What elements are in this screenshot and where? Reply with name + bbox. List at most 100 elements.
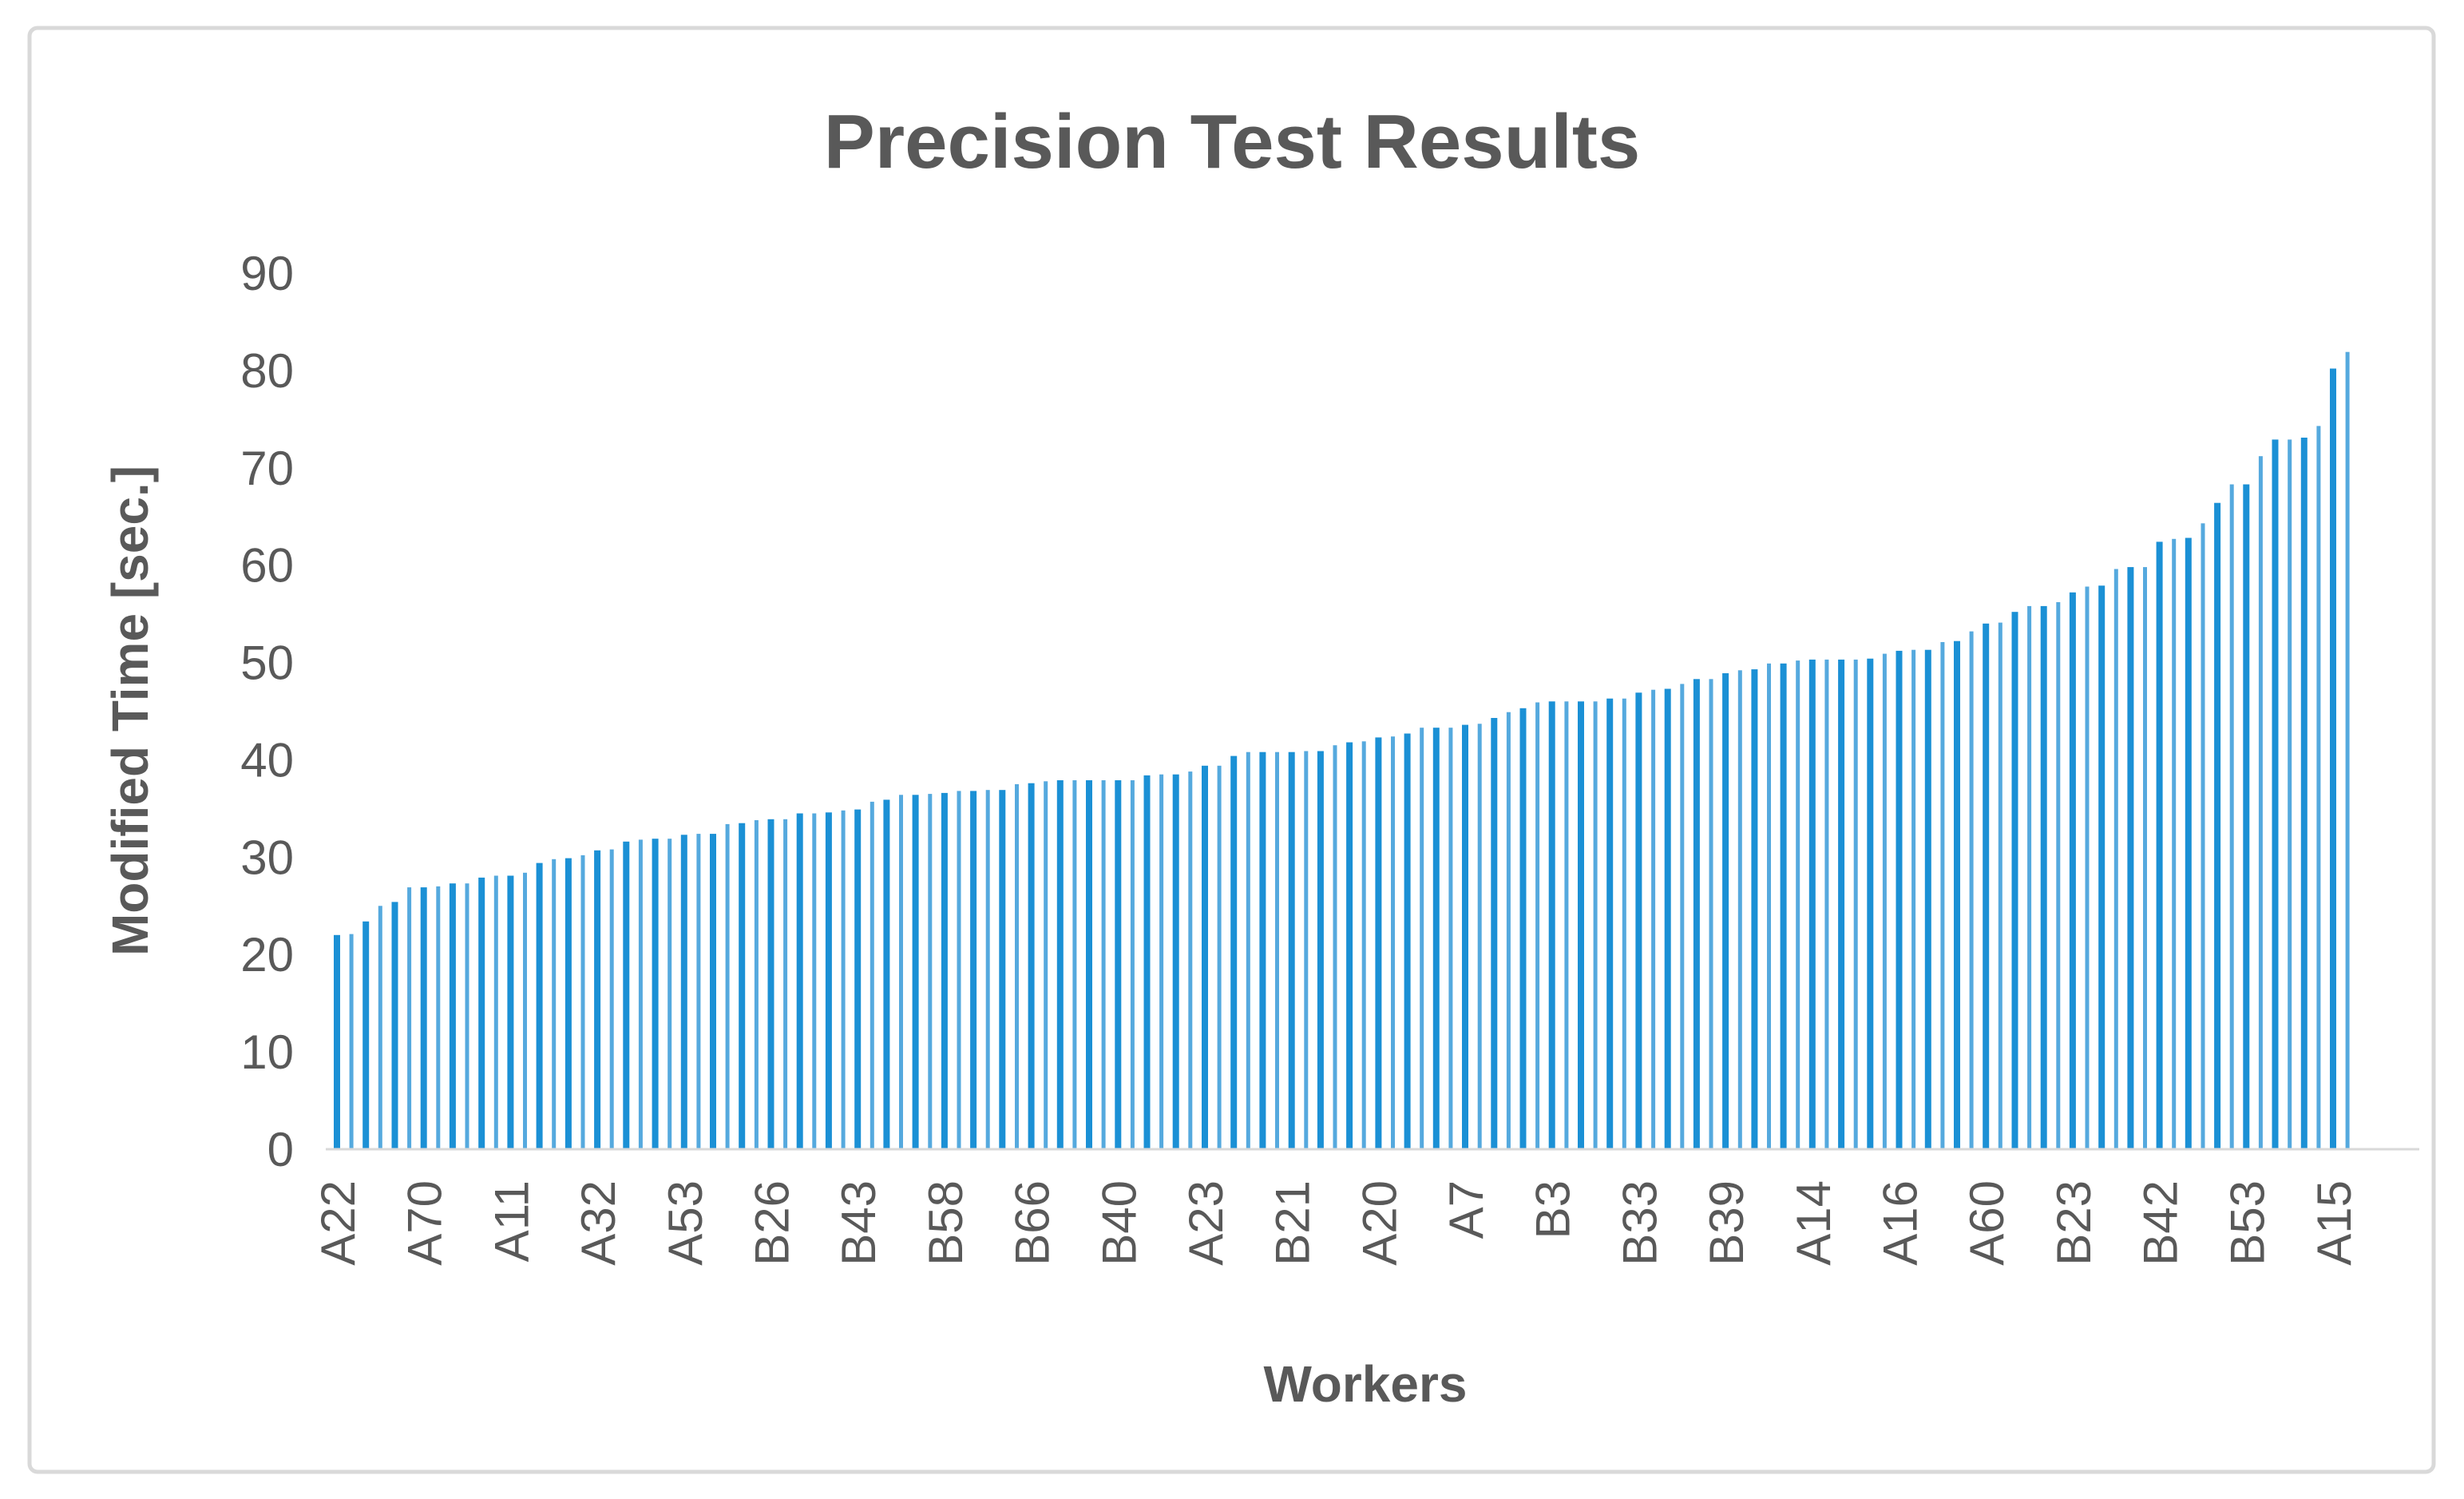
bar	[999, 790, 1006, 1149]
bar	[1924, 649, 1931, 1149]
bar	[1448, 728, 1453, 1149]
bar	[1564, 701, 1569, 1149]
bar	[1983, 623, 1990, 1149]
bar	[1882, 653, 1887, 1149]
bar	[1506, 712, 1511, 1149]
bar	[594, 850, 601, 1149]
bar	[710, 834, 716, 1149]
x-axis-tick-labels: A22 A70 A11 A32 A53 B26 B43 B58 B66 B40 A23 B21 A20 A…	[311, 1180, 2361, 1266]
bar	[652, 839, 659, 1149]
bar	[2127, 567, 2134, 1149]
bar	[1259, 751, 1266, 1149]
bar	[1680, 684, 1685, 1149]
bar	[1709, 679, 1713, 1149]
bar	[2243, 484, 2250, 1149]
bar	[1462, 724, 1468, 1149]
bar	[1548, 701, 1555, 1149]
x-tick-label: A11	[485, 1180, 538, 1262]
bar	[478, 877, 485, 1149]
bar	[1072, 780, 1077, 1149]
x-tick-label: A7	[1440, 1180, 1493, 1239]
bar	[1477, 724, 1482, 1149]
bar	[1664, 688, 1671, 1149]
x-tick-label: B21	[1266, 1180, 1320, 1266]
bar	[2172, 538, 2177, 1149]
bar	[2040, 605, 2047, 1149]
bar	[1737, 670, 1742, 1149]
chart-border	[27, 26, 2436, 1474]
x-tick-label: B66	[1006, 1180, 1060, 1266]
bar	[2316, 426, 2321, 1149]
x-tick-label: B23	[2047, 1180, 2101, 1266]
bar	[523, 872, 527, 1149]
bar	[2113, 569, 2118, 1149]
bar	[754, 820, 759, 1149]
bar	[1767, 663, 1771, 1149]
bar	[899, 795, 903, 1149]
bar	[362, 921, 370, 1149]
x-tick-label: A32	[572, 1180, 625, 1266]
bar	[2156, 541, 2163, 1149]
x-tick-label: A16	[1874, 1180, 1927, 1266]
bar	[841, 810, 846, 1149]
x-tick-label: A60	[1960, 1180, 2014, 1266]
bar	[1838, 659, 1845, 1149]
bars-group	[334, 351, 2350, 1149]
y-tick-label: 50	[240, 636, 294, 690]
bar	[725, 823, 730, 1149]
x-tick-label: A70	[398, 1180, 452, 1266]
y-tick-label: 80	[240, 344, 294, 398]
bar	[1304, 751, 1309, 1149]
bar	[2069, 592, 2076, 1149]
bar	[667, 839, 672, 1149]
bar	[1015, 783, 1019, 1149]
bar	[1044, 781, 1048, 1149]
bar	[783, 819, 788, 1149]
bar	[391, 902, 398, 1149]
bar	[1333, 745, 1337, 1149]
bar	[1722, 673, 1729, 1149]
bar	[1896, 650, 1903, 1149]
y-tick-label: 20	[240, 928, 294, 981]
bar	[334, 934, 340, 1149]
bar	[1375, 737, 1382, 1149]
bar	[1202, 765, 1208, 1149]
bar	[1940, 642, 1945, 1149]
y-tick-label: 0	[267, 1123, 294, 1176]
x-axis-title: Workers	[1264, 1355, 1468, 1413]
y-tick-label: 40	[240, 733, 294, 787]
bar	[912, 795, 919, 1149]
bar	[854, 809, 862, 1149]
x-tick-label: A14	[1787, 1180, 1840, 1266]
bar	[2056, 602, 2061, 1149]
bar	[2229, 484, 2234, 1149]
bar	[680, 835, 687, 1149]
bar	[2258, 456, 2263, 1149]
y-tick-label: 60	[240, 539, 294, 593]
bar	[796, 813, 803, 1149]
bar	[1969, 631, 1974, 1149]
bar	[1115, 780, 1122, 1149]
x-tick-label: B58	[919, 1180, 973, 1266]
bar	[941, 792, 948, 1149]
bar	[1867, 658, 1874, 1149]
y-tick-label: 70	[240, 442, 294, 495]
x-tick-label: A22	[311, 1180, 365, 1266]
bar	[1622, 698, 1626, 1149]
bar	[1361, 741, 1366, 1149]
bar	[2201, 523, 2205, 1149]
bar	[1288, 751, 1295, 1149]
bar	[1808, 659, 1816, 1149]
bar	[825, 812, 832, 1149]
bar	[1853, 659, 1858, 1149]
y-tick-label: 10	[240, 1025, 294, 1079]
chart-title: Precision Test Results	[824, 99, 1641, 184]
bar	[1693, 679, 1700, 1149]
bar	[2027, 605, 2032, 1149]
x-tick-label: A15	[2308, 1180, 2361, 1266]
bar	[970, 791, 977, 1149]
bar	[2011, 612, 2018, 1149]
bar	[1346, 742, 1353, 1149]
